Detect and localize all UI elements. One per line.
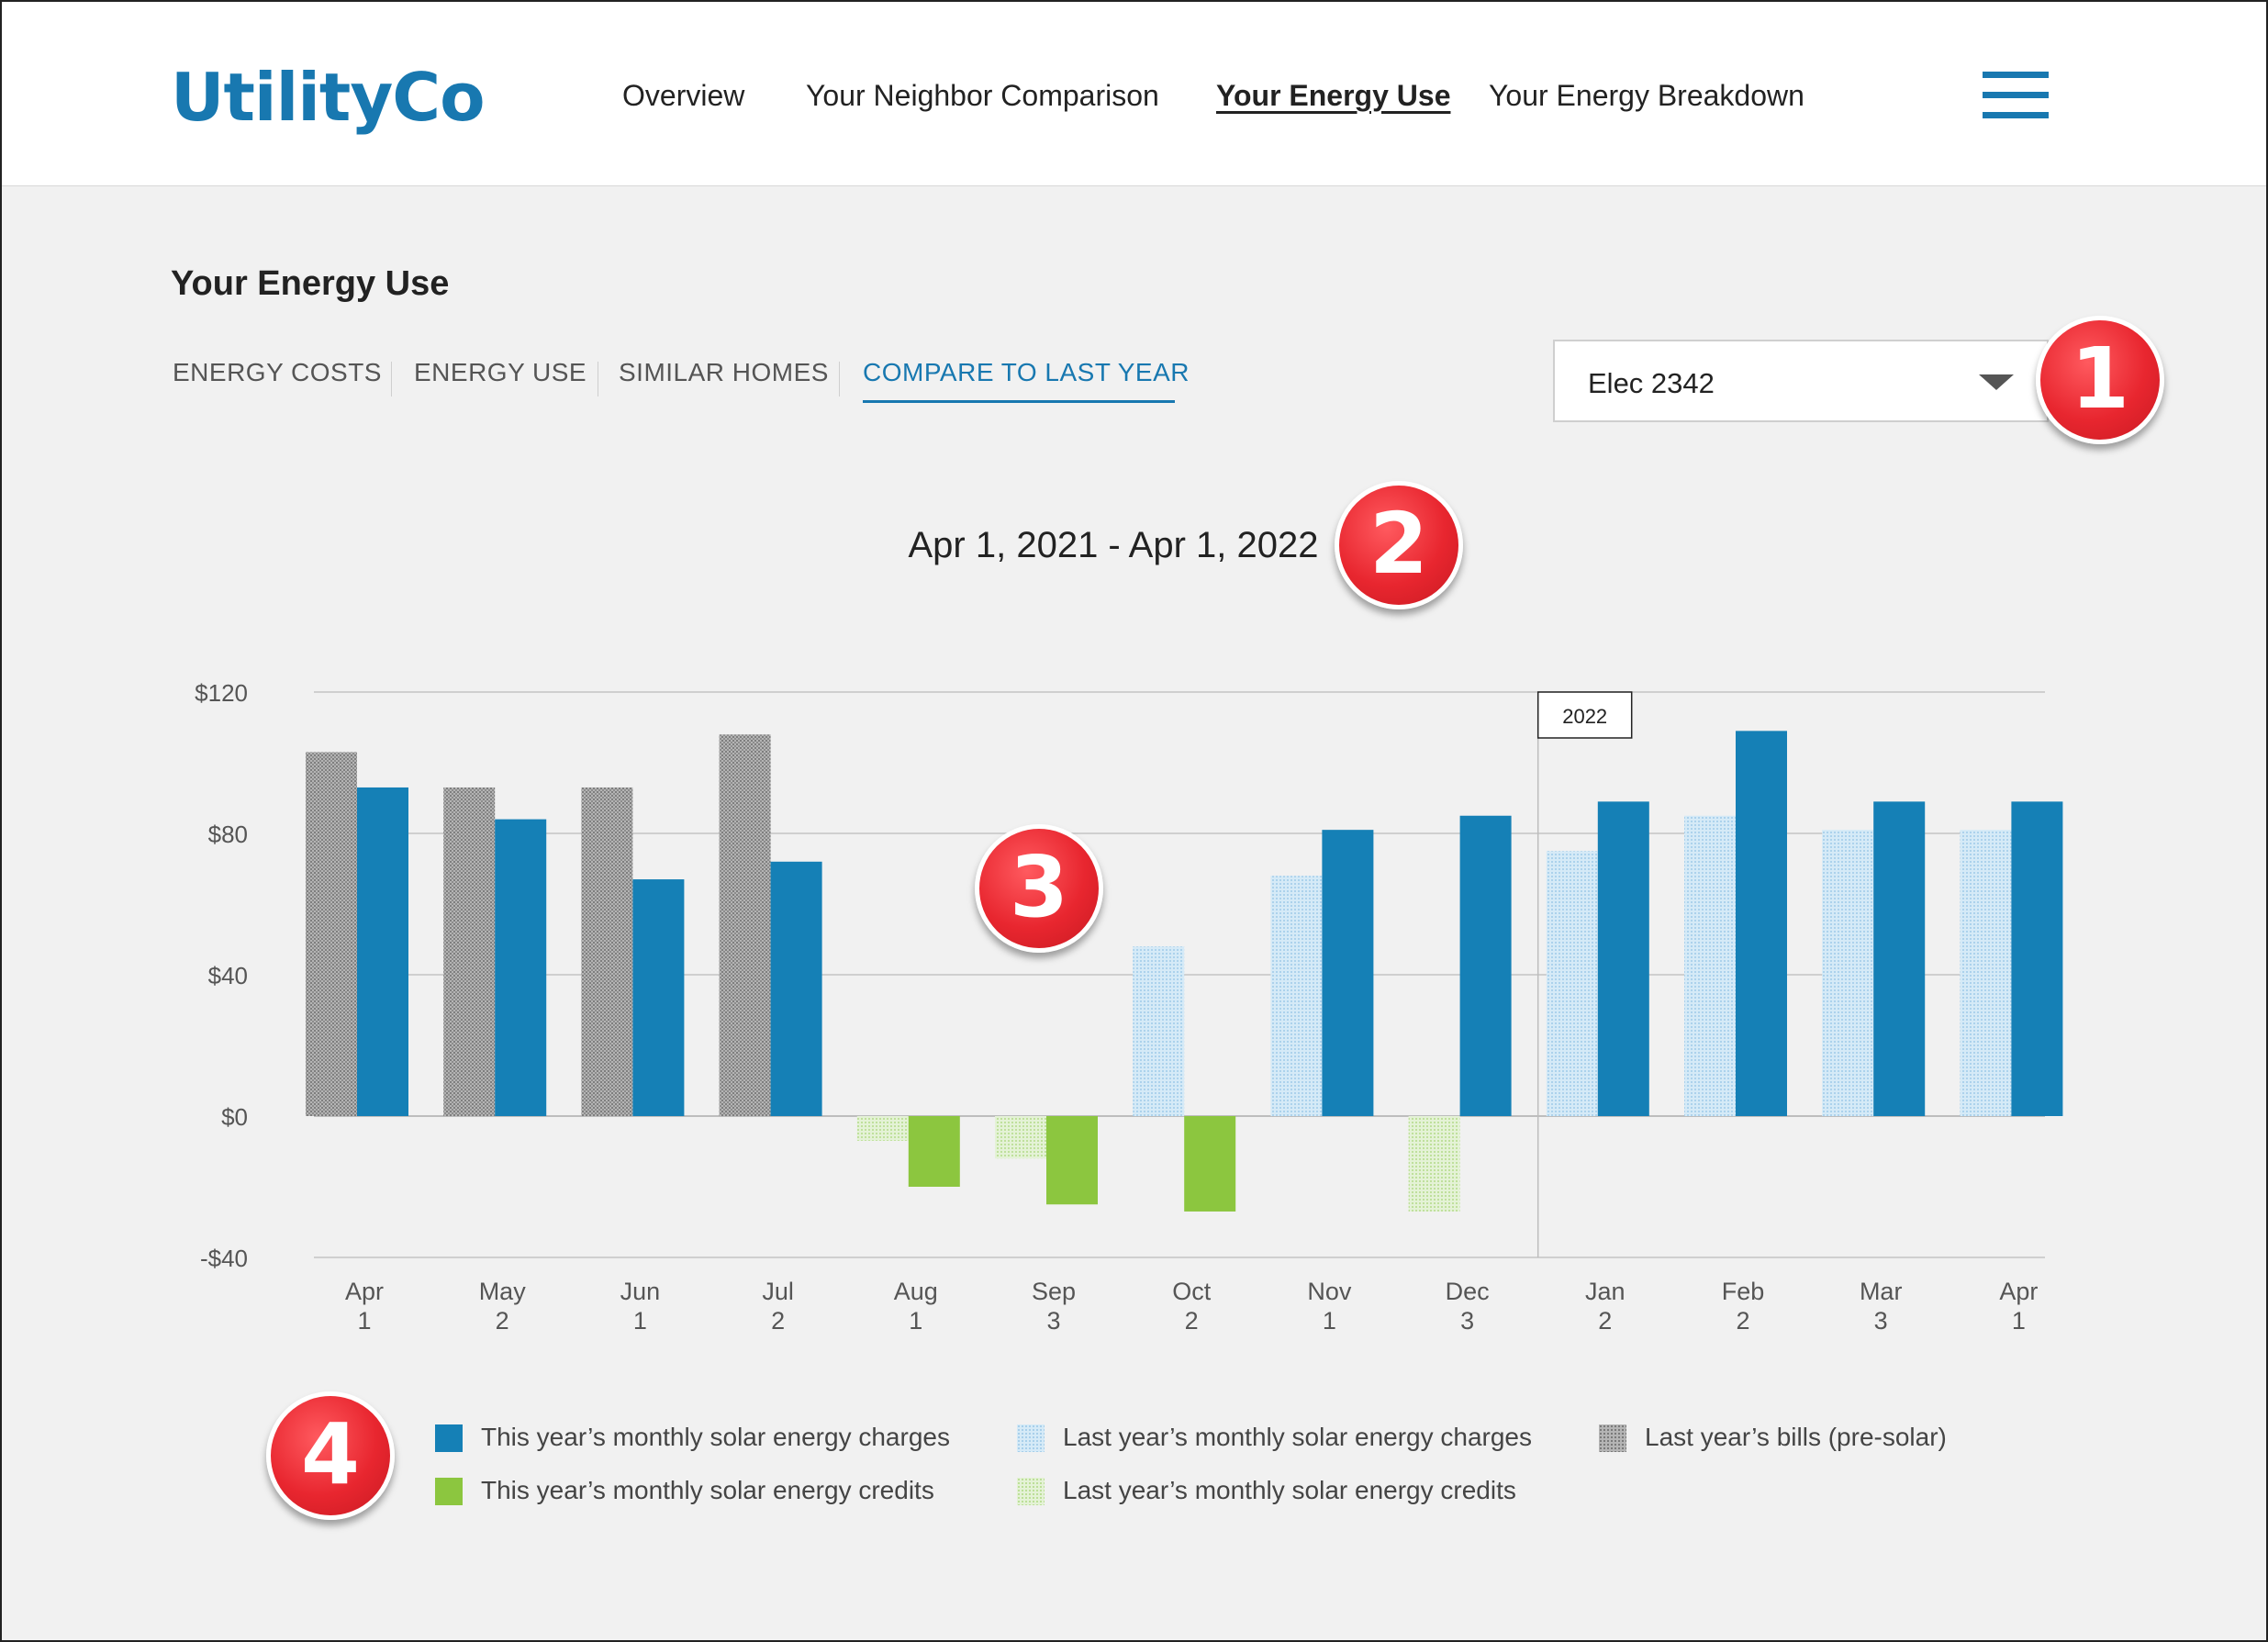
tab-divider xyxy=(391,362,392,397)
x-tick-label-month: Sep xyxy=(1032,1278,1076,1305)
x-tick-label-month: Jul xyxy=(762,1278,794,1305)
x-tick-label-month: Aug xyxy=(894,1278,938,1305)
bar-lastcredit-aug-4[interactable] xyxy=(856,1116,909,1141)
x-tick-label-day: 1 xyxy=(909,1307,922,1335)
x-tick-label-day: 1 xyxy=(633,1307,647,1335)
callout-badge-2: 2 xyxy=(1335,481,1463,609)
x-tick-label-month: Oct xyxy=(1172,1278,1212,1305)
nav-energy-breakdown[interactable]: Your Energy Breakdown xyxy=(1489,79,1804,112)
nav-overview[interactable]: Overview xyxy=(622,79,745,112)
year-marker-label: 2022 xyxy=(1562,705,1607,728)
bar-thiscredit-sep-5[interactable] xyxy=(1046,1116,1098,1205)
x-tick-label-day: 3 xyxy=(1460,1307,1474,1335)
x-tick-label-day: 2 xyxy=(771,1307,785,1335)
date-range: Apr 1, 2021 - Apr 1, 2022 xyxy=(908,525,1319,565)
bar-lastcharge-apr-12[interactable] xyxy=(1960,830,2012,1116)
bar-thiscredit-oct-6[interactable] xyxy=(1184,1116,1236,1212)
chart-bars xyxy=(306,731,2063,1212)
x-tick-label-month: Feb xyxy=(1722,1278,1765,1305)
x-tick-label-day: 1 xyxy=(1323,1307,1336,1335)
legend-label: This year’s monthly solar energy credits xyxy=(481,1476,934,1504)
active-tab-underline xyxy=(863,400,1175,403)
x-tick-label-day: 2 xyxy=(496,1307,509,1335)
legend-swatch xyxy=(1017,1478,1045,1505)
callout-badge-3: 3 xyxy=(975,824,1103,953)
tab-energy-costs[interactable]: ENERGY COSTS xyxy=(173,358,382,386)
bar-thischarge-apr-0[interactable] xyxy=(357,787,408,1116)
meter-select[interactable]: Elec 2342 xyxy=(1553,340,2049,422)
bar-presolar-apr-0[interactable] xyxy=(306,752,357,1116)
bar-thiscredit-aug-4[interactable] xyxy=(908,1116,960,1187)
callout-badge-1: 1 xyxy=(2036,316,2164,444)
legend-label: Last year’s monthly solar energy credits xyxy=(1063,1476,1516,1504)
page-title: Your Energy Use xyxy=(171,264,450,303)
legend-swatch xyxy=(435,1424,463,1452)
x-tick-label-month: Jan xyxy=(1585,1278,1626,1305)
hamburger-menu-icon[interactable] xyxy=(1983,72,2049,119)
year-marker: 2022 xyxy=(1536,691,1633,1257)
x-tick-label-month: Apr xyxy=(1999,1278,2038,1305)
chevron-down-icon xyxy=(1979,374,2014,390)
x-tick-label-month: Apr xyxy=(345,1278,384,1305)
callout-badge-4: 4 xyxy=(266,1391,395,1520)
bar-lastcharge-nov-7[interactable] xyxy=(1270,876,1323,1116)
bar-lastcredit-sep-5[interactable] xyxy=(995,1116,1046,1159)
legend-swatch xyxy=(1599,1424,1626,1452)
x-tick-label-day: 1 xyxy=(2012,1307,2026,1335)
y-tick-label: -$40 xyxy=(200,1245,248,1272)
bar-lastcharge-feb-10[interactable] xyxy=(1684,815,1736,1116)
tab-divider xyxy=(839,362,840,397)
meter-select-value: Elec 2342 xyxy=(1588,367,1715,399)
x-tick-label-day: 2 xyxy=(1598,1307,1612,1335)
tab-similar-homes[interactable]: SIMILAR HOMES xyxy=(619,358,829,386)
bar-thischarge-may-1[interactable] xyxy=(495,819,547,1116)
utilityco-logo[interactable]: UtilityCo xyxy=(171,59,486,136)
bar-presolar-jul-3[interactable] xyxy=(719,734,771,1116)
bar-thischarge-feb-10[interactable] xyxy=(1736,731,1787,1116)
x-tick-label-month: Jun xyxy=(620,1278,661,1305)
y-tick-label: $80 xyxy=(208,821,248,848)
x-tick-label-month: Dec xyxy=(1446,1278,1490,1305)
bar-thischarge-apr-12[interactable] xyxy=(2011,801,2063,1116)
x-tick-label-day: 3 xyxy=(1874,1307,1888,1335)
bar-presolar-jun-2[interactable] xyxy=(581,787,633,1116)
bar-lastcharge-mar-11[interactable] xyxy=(1822,830,1874,1116)
x-tick-label-day: 3 xyxy=(1046,1307,1060,1335)
x-tick-label-day: 1 xyxy=(357,1307,371,1335)
bar-lastcharge-jan-9[interactable] xyxy=(1546,851,1598,1116)
x-tick-label-month: May xyxy=(479,1278,527,1305)
tab-energy-use[interactable]: ENERGY USE xyxy=(414,358,587,386)
y-tick-label: $0 xyxy=(221,1103,248,1131)
x-tick-label-month: Mar xyxy=(1860,1278,1903,1305)
nav-neighbor-comparison[interactable]: Your Neighbor Comparison xyxy=(806,79,1159,112)
year-marker-box xyxy=(1536,691,1633,739)
bar-thischarge-jan-9[interactable] xyxy=(1597,801,1649,1116)
bar-thischarge-jun-2[interactable] xyxy=(632,879,685,1116)
legend-swatch xyxy=(435,1478,463,1505)
y-axis: $120 $80 $40 $0 -$40 xyxy=(195,679,248,1272)
tab-compare-to-last-year[interactable]: COMPARE TO LAST YEAR xyxy=(863,358,1190,386)
bar-thischarge-mar-11[interactable] xyxy=(1873,801,1926,1116)
bar-thischarge-nov-7[interactable] xyxy=(1322,830,1374,1116)
legend-label: Last year’s bills (pre-solar) xyxy=(1645,1423,1947,1451)
header: UtilityCo Overview Your Neighbor Compari… xyxy=(2,2,2266,186)
legend-label: This year’s monthly solar energy charges xyxy=(481,1423,950,1451)
x-axis: Apr1May2Jun1Jul2Aug1Sep3Oct2Nov1Dec3Jan2… xyxy=(345,1278,2038,1335)
x-tick-label-day: 2 xyxy=(1185,1307,1199,1335)
y-tick-label: $120 xyxy=(195,679,248,707)
bar-thischarge-dec-8[interactable] xyxy=(1459,815,1512,1116)
bar-presolar-may-1[interactable] xyxy=(443,787,496,1116)
y-tick-label: $40 xyxy=(208,962,248,989)
bar-lastcredit-dec-8[interactable] xyxy=(1408,1116,1460,1212)
legend-swatch xyxy=(1017,1424,1045,1452)
legend-label: Last year’s monthly solar energy charges xyxy=(1063,1423,1532,1451)
x-tick-label-month: Nov xyxy=(1307,1278,1352,1305)
nav-your-energy-use[interactable]: Your Energy Use xyxy=(1216,79,1451,112)
x-tick-label-day: 2 xyxy=(1736,1307,1749,1335)
bar-lastcharge-oct-6[interactable] xyxy=(1133,946,1185,1116)
bar-thischarge-jul-3[interactable] xyxy=(770,861,822,1116)
